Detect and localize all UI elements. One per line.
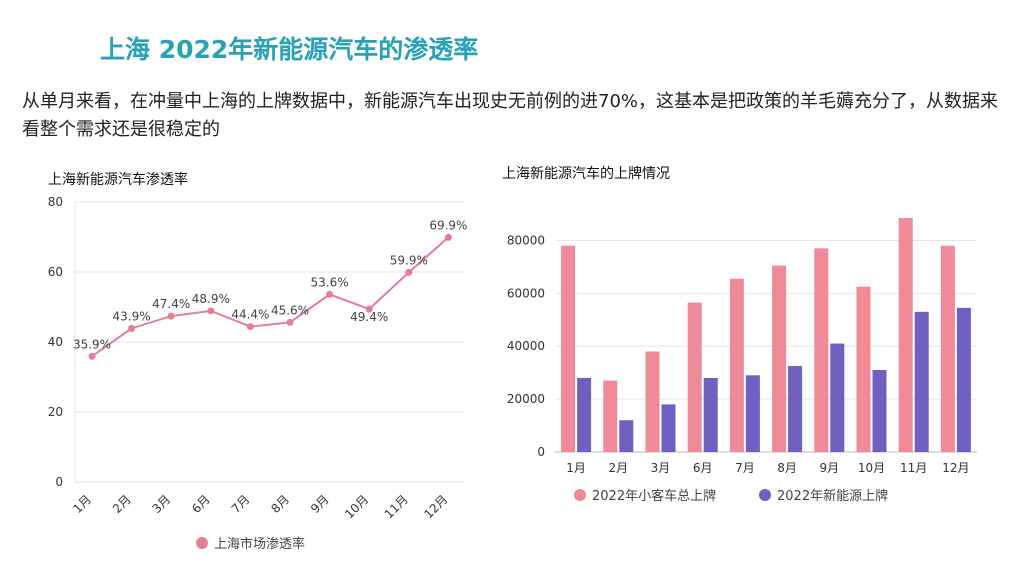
data-point <box>207 307 215 315</box>
bar <box>619 420 634 452</box>
data-point <box>326 290 334 298</box>
bar <box>898 217 913 452</box>
data-label: 48.9% <box>192 292 230 306</box>
x-tick-label: 8月 <box>268 492 292 516</box>
data-point <box>128 324 136 332</box>
bar <box>814 248 829 452</box>
y-tick-label: 0 <box>537 445 545 459</box>
data-point <box>88 352 96 360</box>
x-tick-label: 10月 <box>342 492 371 521</box>
data-label: 44.4% <box>231 308 269 322</box>
data-label: 49.4% <box>350 310 388 324</box>
y-tick-label: 20 <box>48 405 63 419</box>
y-tick-label: 20000 <box>507 392 545 406</box>
data-point <box>365 305 373 313</box>
data-point <box>167 312 175 320</box>
bar <box>914 311 929 452</box>
x-tick-label: 12月 <box>421 492 450 521</box>
bar <box>577 377 592 452</box>
data-label: 35.9% <box>73 337 111 351</box>
data-point <box>444 233 452 241</box>
x-tick-label: 3月 <box>651 461 671 475</box>
bar <box>830 343 845 452</box>
bar <box>645 351 660 452</box>
legend-label: 上海市场渗透率 <box>214 536 305 552</box>
y-tick-label: 80000 <box>507 233 545 247</box>
bar <box>561 245 576 452</box>
bar <box>661 404 676 452</box>
legend-marker <box>574 489 586 501</box>
y-tick-label: 0 <box>55 475 63 489</box>
bar <box>940 245 955 452</box>
bar <box>772 265 787 452</box>
x-tick-label: 10月 <box>858 461 885 475</box>
legend-label: 2022年小客车总上牌 <box>592 488 716 504</box>
page-title: 上海 2022年新能源汽车的渗透率 <box>100 35 479 64</box>
bar-chart-title: 上海新能源汽车的上牌情况 <box>502 165 670 182</box>
x-tick-label: 7月 <box>735 461 755 475</box>
penetration-line-chart: 上海新能源汽车渗透率 0 20 40 60 80 1月 2月 3月 6月 7月 8月 9月 10月 11月… <box>48 171 468 552</box>
x-tick-label: 2月 <box>110 492 134 516</box>
x-tick-label: 9月 <box>308 492 332 516</box>
bar <box>956 307 971 452</box>
x-tick-label: 11月 <box>900 461 927 475</box>
x-tick-label: 6月 <box>189 492 213 516</box>
series-line <box>91 236 450 358</box>
bar <box>729 278 744 452</box>
x-tick-label: 9月 <box>819 461 839 475</box>
legend-marker <box>196 537 208 549</box>
x-tick-label: 7月 <box>229 492 253 516</box>
data-point <box>405 268 413 276</box>
y-tick-label: 80 <box>48 195 63 209</box>
registration-bar-chart: 上海新能源汽车的上牌情况 0 20000 40000 60000 80000 1月 2月 3月… <box>502 165 977 504</box>
y-tick-label: 40000 <box>507 339 545 353</box>
y-tick-label: 60000 <box>507 286 545 300</box>
x-tick-label: 8月 <box>777 461 797 475</box>
data-label: 45.6% <box>271 303 309 317</box>
legend-label: 2022年新能源上牌 <box>777 488 888 504</box>
summary-paragraph: 从单月来看，在冲量中上海的上牌数据中，新能源汽车出现史无前例的进70%，这基本是… <box>22 91 999 140</box>
bar <box>687 302 702 452</box>
x-tick-label: 1月 <box>70 492 94 516</box>
x-tick-label: 1月 <box>566 461 586 475</box>
data-point <box>286 318 294 326</box>
legend-marker <box>759 489 771 501</box>
data-point <box>246 323 254 331</box>
y-tick-label: 40 <box>48 335 63 349</box>
bar <box>703 377 718 452</box>
data-label: 59.9% <box>390 253 428 267</box>
x-tick-label: 11月 <box>382 492 411 521</box>
data-label: 69.9% <box>429 218 467 232</box>
data-label: 43.9% <box>113 309 151 323</box>
bar <box>788 366 803 452</box>
y-tick-label: 60 <box>48 265 63 279</box>
data-label: 53.6% <box>311 275 349 289</box>
bar <box>745 375 760 452</box>
x-tick-label: 12月 <box>942 461 969 475</box>
bar <box>603 380 618 452</box>
x-tick-label: 6月 <box>693 461 713 475</box>
data-label: 47.4% <box>152 297 190 311</box>
bar <box>872 370 887 452</box>
bar <box>856 286 871 452</box>
x-tick-label: 2月 <box>608 461 628 475</box>
x-tick-label: 3月 <box>150 492 174 516</box>
line-chart-title: 上海新能源汽车渗透率 <box>48 171 188 188</box>
